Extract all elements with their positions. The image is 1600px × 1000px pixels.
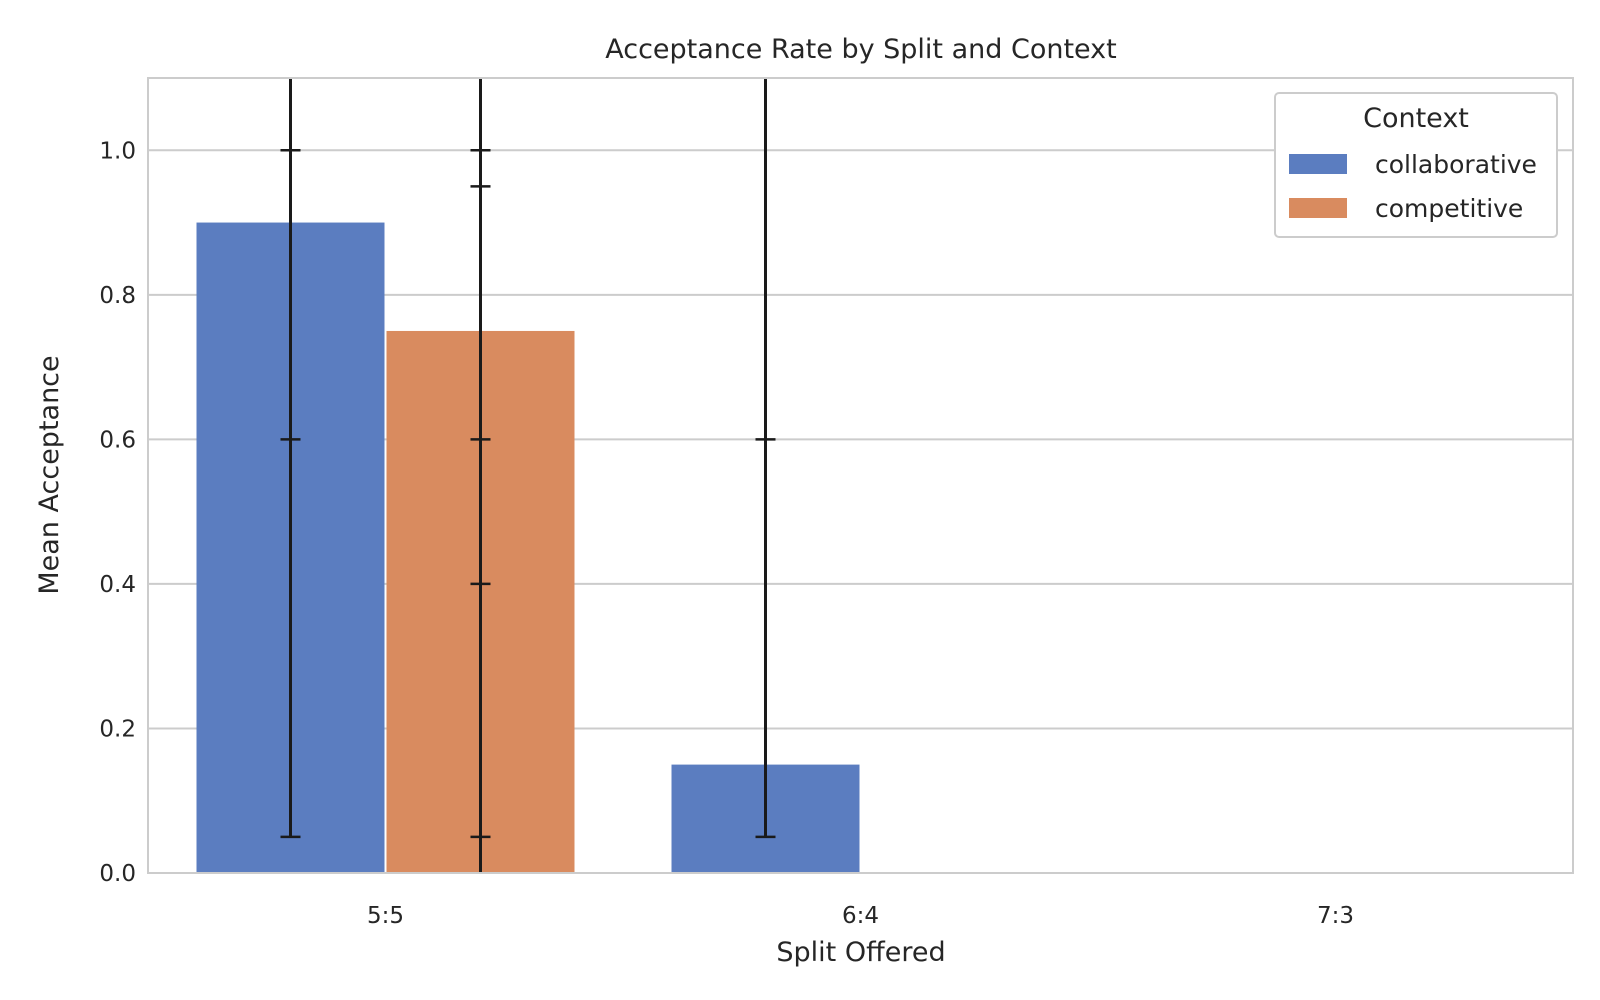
- x-tick-label: 7:3: [1317, 903, 1354, 929]
- legend: Context collaborative competitive: [1274, 92, 1558, 238]
- x-axis-title: Split Offered: [776, 937, 945, 968]
- plot-frame: [147, 77, 1574, 874]
- y-tick-label: 0.2: [99, 716, 136, 742]
- y-tick-label: 0.6: [99, 427, 136, 453]
- chart-title: Acceptance Rate by Split and Context: [605, 34, 1117, 65]
- legend-swatch-collaborative: [1289, 154, 1347, 174]
- y-tick-label: 1.0: [99, 138, 136, 164]
- x-tick-label: 5:5: [367, 903, 404, 929]
- y-tick-label: 0.0: [99, 861, 136, 887]
- y-tick-label: 0.8: [99, 283, 136, 309]
- y-tick-labels: 0.0 0.2 0.4 0.6 0.8 1.0: [99, 138, 136, 887]
- legend-title: Context: [1363, 103, 1469, 134]
- legend-label-collaborative: collaborative: [1375, 150, 1537, 179]
- legend-swatch-competitive: [1289, 198, 1347, 218]
- x-tick-label: 6:4: [842, 903, 879, 929]
- y-axis-title: Mean Acceptance: [34, 355, 65, 594]
- legend-label-competitive: competitive: [1375, 194, 1523, 223]
- x-tick-labels: 5:5 6:4 7:3: [367, 903, 1354, 929]
- bars: [196, 222, 860, 873]
- error-bars: [280, 78, 776, 873]
- y-tick-label: 0.4: [99, 572, 136, 598]
